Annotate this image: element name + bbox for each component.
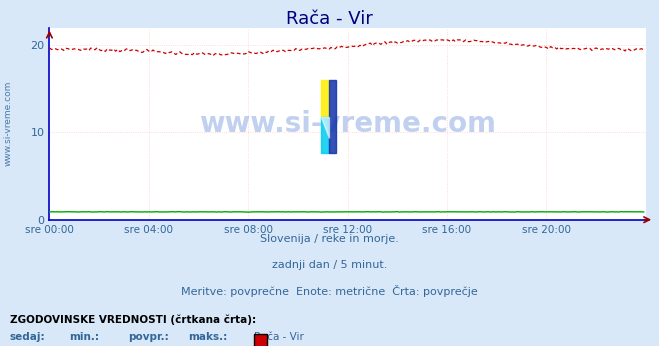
Text: povpr.:: povpr.: bbox=[129, 332, 169, 342]
Text: maks.:: maks.: bbox=[188, 332, 227, 342]
Bar bbox=[329, 80, 336, 153]
Text: Rača - Vir: Rača - Vir bbox=[286, 10, 373, 28]
Text: Slovenija / reke in morje.: Slovenija / reke in morje. bbox=[260, 234, 399, 244]
Text: zadnji dan / 5 minut.: zadnji dan / 5 minut. bbox=[272, 260, 387, 270]
Text: ZGODOVINSKE VREDNOSTI (črtkana črta):: ZGODOVINSKE VREDNOSTI (črtkana črta): bbox=[10, 315, 256, 325]
Bar bbox=[322, 80, 329, 117]
Bar bbox=[322, 117, 329, 153]
Text: sedaj:: sedaj: bbox=[10, 332, 45, 342]
Text: www.si-vreme.com: www.si-vreme.com bbox=[3, 81, 13, 166]
Text: min.:: min.: bbox=[69, 332, 100, 342]
Text: Meritve: povprečne  Enote: metrične  Črta: povprečje: Meritve: povprečne Enote: metrične Črta:… bbox=[181, 285, 478, 298]
Polygon shape bbox=[322, 117, 329, 138]
Text: Rača - Vir: Rača - Vir bbox=[254, 332, 304, 342]
Text: www.si-vreme.com: www.si-vreme.com bbox=[199, 110, 496, 138]
